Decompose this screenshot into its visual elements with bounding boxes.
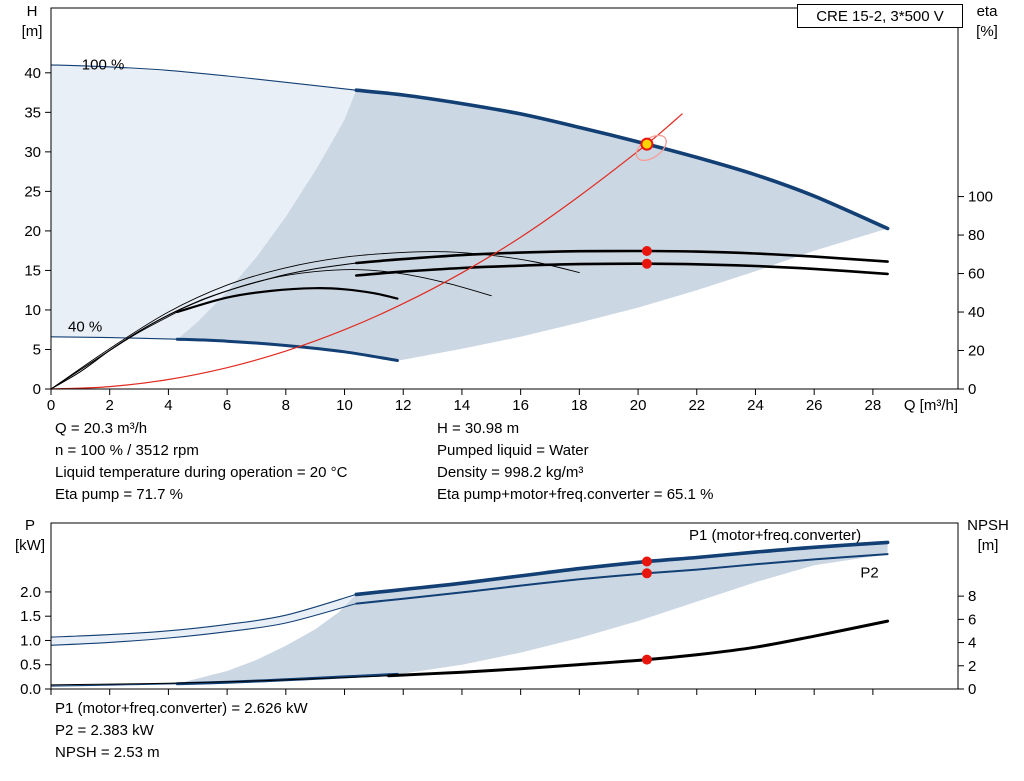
axis-text: 60 bbox=[968, 266, 985, 283]
marker-eta-total-point bbox=[641, 258, 652, 269]
axis-text: P2 bbox=[860, 564, 878, 581]
axis-text: 18 bbox=[571, 397, 588, 414]
axis-text: 0 bbox=[47, 397, 55, 414]
info-line-eta-pump: Eta pump = 71.7 % bbox=[55, 486, 183, 503]
marker-p1-point bbox=[641, 556, 652, 567]
curve-pump-head-100pct-lead bbox=[50, 64, 357, 91]
axis-text: 22 bbox=[688, 397, 705, 414]
axis-text: 16 bbox=[512, 397, 529, 414]
axis-text: 40 bbox=[24, 65, 41, 82]
axis-text: 80 bbox=[968, 227, 985, 244]
info-line-q: Q = 20.3 m³/h bbox=[55, 420, 148, 437]
curve-p1 bbox=[354, 540, 890, 597]
head-axis-label: H [m] bbox=[21, 3, 43, 40]
info-line-eta-total: Eta pump+motor+freq.converter = 65.1 % bbox=[437, 486, 714, 503]
curve-pump-head-100pct bbox=[354, 88, 890, 231]
axis-text: 4 bbox=[164, 397, 172, 414]
marker-p2-point bbox=[641, 568, 652, 579]
info-line-p2: P2 = 2.383 kW bbox=[55, 722, 154, 739]
axis-text: 25 bbox=[24, 183, 41, 200]
axis-text: 0 bbox=[968, 681, 976, 698]
info-line-liquid: Pumped liquid = Water bbox=[437, 442, 589, 459]
axis-text: 6 bbox=[223, 397, 231, 414]
axis-text: 10 bbox=[24, 302, 41, 319]
npsh-axis-label: NPSH [m] bbox=[967, 517, 1009, 554]
axis-text: 8 bbox=[968, 588, 976, 605]
duty-info-right: H = 30.98 m Pumped liquid = Water Densit… bbox=[437, 418, 713, 506]
pump-model-box: CRE 15-2, 3*500 V bbox=[797, 4, 963, 28]
marker-npsh-point bbox=[641, 654, 652, 665]
info-line-p1: P1 (motor+freq.converter) = 2.626 kW bbox=[55, 700, 308, 717]
info-line-density: Density = 998.2 kg/m³ bbox=[437, 464, 584, 481]
axis-text: 0.5 bbox=[20, 657, 41, 674]
axis-text: 1.5 bbox=[20, 608, 41, 625]
curve-eta-speed-arc-2 bbox=[50, 269, 492, 390]
area-speed-envelope-pale bbox=[51, 64, 357, 340]
plot-frame bbox=[50, 522, 959, 690]
marker-duty-point bbox=[640, 137, 654, 151]
curve-p1-lead bbox=[50, 593, 357, 638]
info-line-npsh: NPSH = 2.53 m bbox=[55, 744, 160, 761]
curve-pump-head-min bbox=[175, 337, 399, 362]
power-info: P1 (motor+freq.converter) = 2.626 kW P2 … bbox=[55, 698, 308, 764]
axis-text: P1 (motor+freq.converter) bbox=[689, 527, 861, 544]
axis-text: 100 % bbox=[82, 57, 125, 74]
axis-text: 30 bbox=[24, 144, 41, 161]
axis-text: 0 bbox=[33, 381, 41, 398]
axis-text: 40 bbox=[968, 304, 985, 321]
area-power-envelope-pale bbox=[51, 594, 357, 646]
curve-eta-pump bbox=[355, 249, 889, 265]
axis-text: 4 bbox=[968, 635, 976, 652]
curve-pump-head-min-lead bbox=[50, 336, 178, 340]
area-power-envelope bbox=[177, 542, 888, 684]
axis-text: 2 bbox=[968, 658, 976, 675]
axis-text: 8 bbox=[282, 397, 290, 414]
axis-text: 40 % bbox=[68, 318, 102, 335]
curve-p2-lead bbox=[50, 603, 357, 646]
curve-npsh-lead bbox=[50, 675, 390, 686]
pump-model-label: CRE 15-2, 3*500 V bbox=[816, 7, 944, 25]
axis-text: 35 bbox=[24, 104, 41, 121]
axis-text: 24 bbox=[747, 397, 764, 414]
curve-system-curve bbox=[50, 113, 683, 390]
axis-text: 1.0 bbox=[20, 633, 41, 650]
marker-eta-pump-point bbox=[641, 246, 652, 256]
axis-text: 15 bbox=[24, 262, 41, 279]
curve-p2 bbox=[355, 553, 889, 605]
axis-text: 10 bbox=[336, 397, 353, 414]
axis-text: 20 bbox=[24, 223, 41, 240]
axis-text: 28 bbox=[865, 397, 882, 414]
curve-eta-min bbox=[176, 287, 399, 314]
axis-text: 12 bbox=[395, 397, 412, 414]
curve-p-min-lead bbox=[50, 683, 178, 687]
axis-text: 0 bbox=[968, 381, 976, 398]
curve-eta-pump-motor-freq bbox=[355, 262, 889, 277]
plot-frame bbox=[50, 7, 959, 390]
axis-text: 2 bbox=[106, 397, 114, 414]
axis-text: 100 bbox=[968, 189, 993, 206]
axis-text: Q [m³/h] bbox=[904, 397, 958, 414]
duty-info-left: Q = 20.3 m³/h n = 100 % / 3512 rpm Liqui… bbox=[55, 418, 347, 506]
axis-text: 6 bbox=[968, 611, 976, 628]
info-line-n: n = 100 % / 3512 rpm bbox=[55, 442, 199, 459]
eta-axis-label: eta [%] bbox=[976, 3, 998, 40]
curve-eta-speed-arc-1 bbox=[50, 251, 580, 390]
axis-text: 26 bbox=[806, 397, 823, 414]
info-line-temp: Liquid temperature during operation = 20… bbox=[55, 464, 348, 481]
axis-text: 14 bbox=[454, 397, 471, 414]
power-axis-label: P [kW] bbox=[15, 517, 45, 554]
axis-text: 0.0 bbox=[20, 681, 41, 698]
info-line-h: H = 30.98 m bbox=[437, 420, 520, 437]
axis-text: 20 bbox=[630, 397, 647, 414]
axis-text: 20 bbox=[968, 343, 985, 360]
area-operating-envelope bbox=[177, 90, 888, 361]
axis-text: 5 bbox=[33, 342, 41, 359]
axis-text: 2.0 bbox=[20, 584, 41, 601]
